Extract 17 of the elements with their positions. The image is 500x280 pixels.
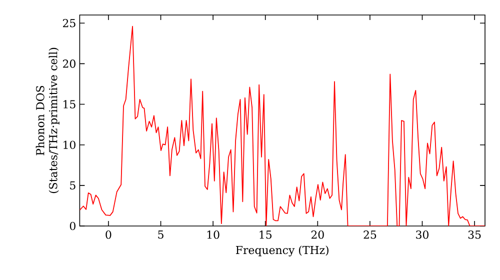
y-tick-label: 25	[62, 18, 76, 28]
x-tick-label: 15	[260, 230, 272, 239]
y-tick-label: 10	[64, 140, 76, 149]
y-tick-label: 15	[64, 100, 76, 108]
x-tick-label: 20	[311, 230, 324, 239]
x-tick-label: 30	[416, 230, 428, 239]
x-tick-label: 5	[158, 230, 164, 239]
x-tick-label: 10	[207, 230, 220, 239]
line-series	[80, 26, 486, 226]
y-axis-title: Phonon DOS (States/THz·primitive cell)	[36, 48, 60, 194]
y-tick-label: 0	[70, 222, 76, 230]
x-tick-label: 35	[468, 230, 481, 239]
y-tick-label: 5	[70, 181, 76, 190]
x-axis-title: Frequency (THz)	[236, 246, 328, 256]
x-tick-label: 0	[106, 230, 112, 239]
y-tick-label: 20	[62, 60, 76, 68]
x-tick-label: 25	[364, 230, 376, 239]
